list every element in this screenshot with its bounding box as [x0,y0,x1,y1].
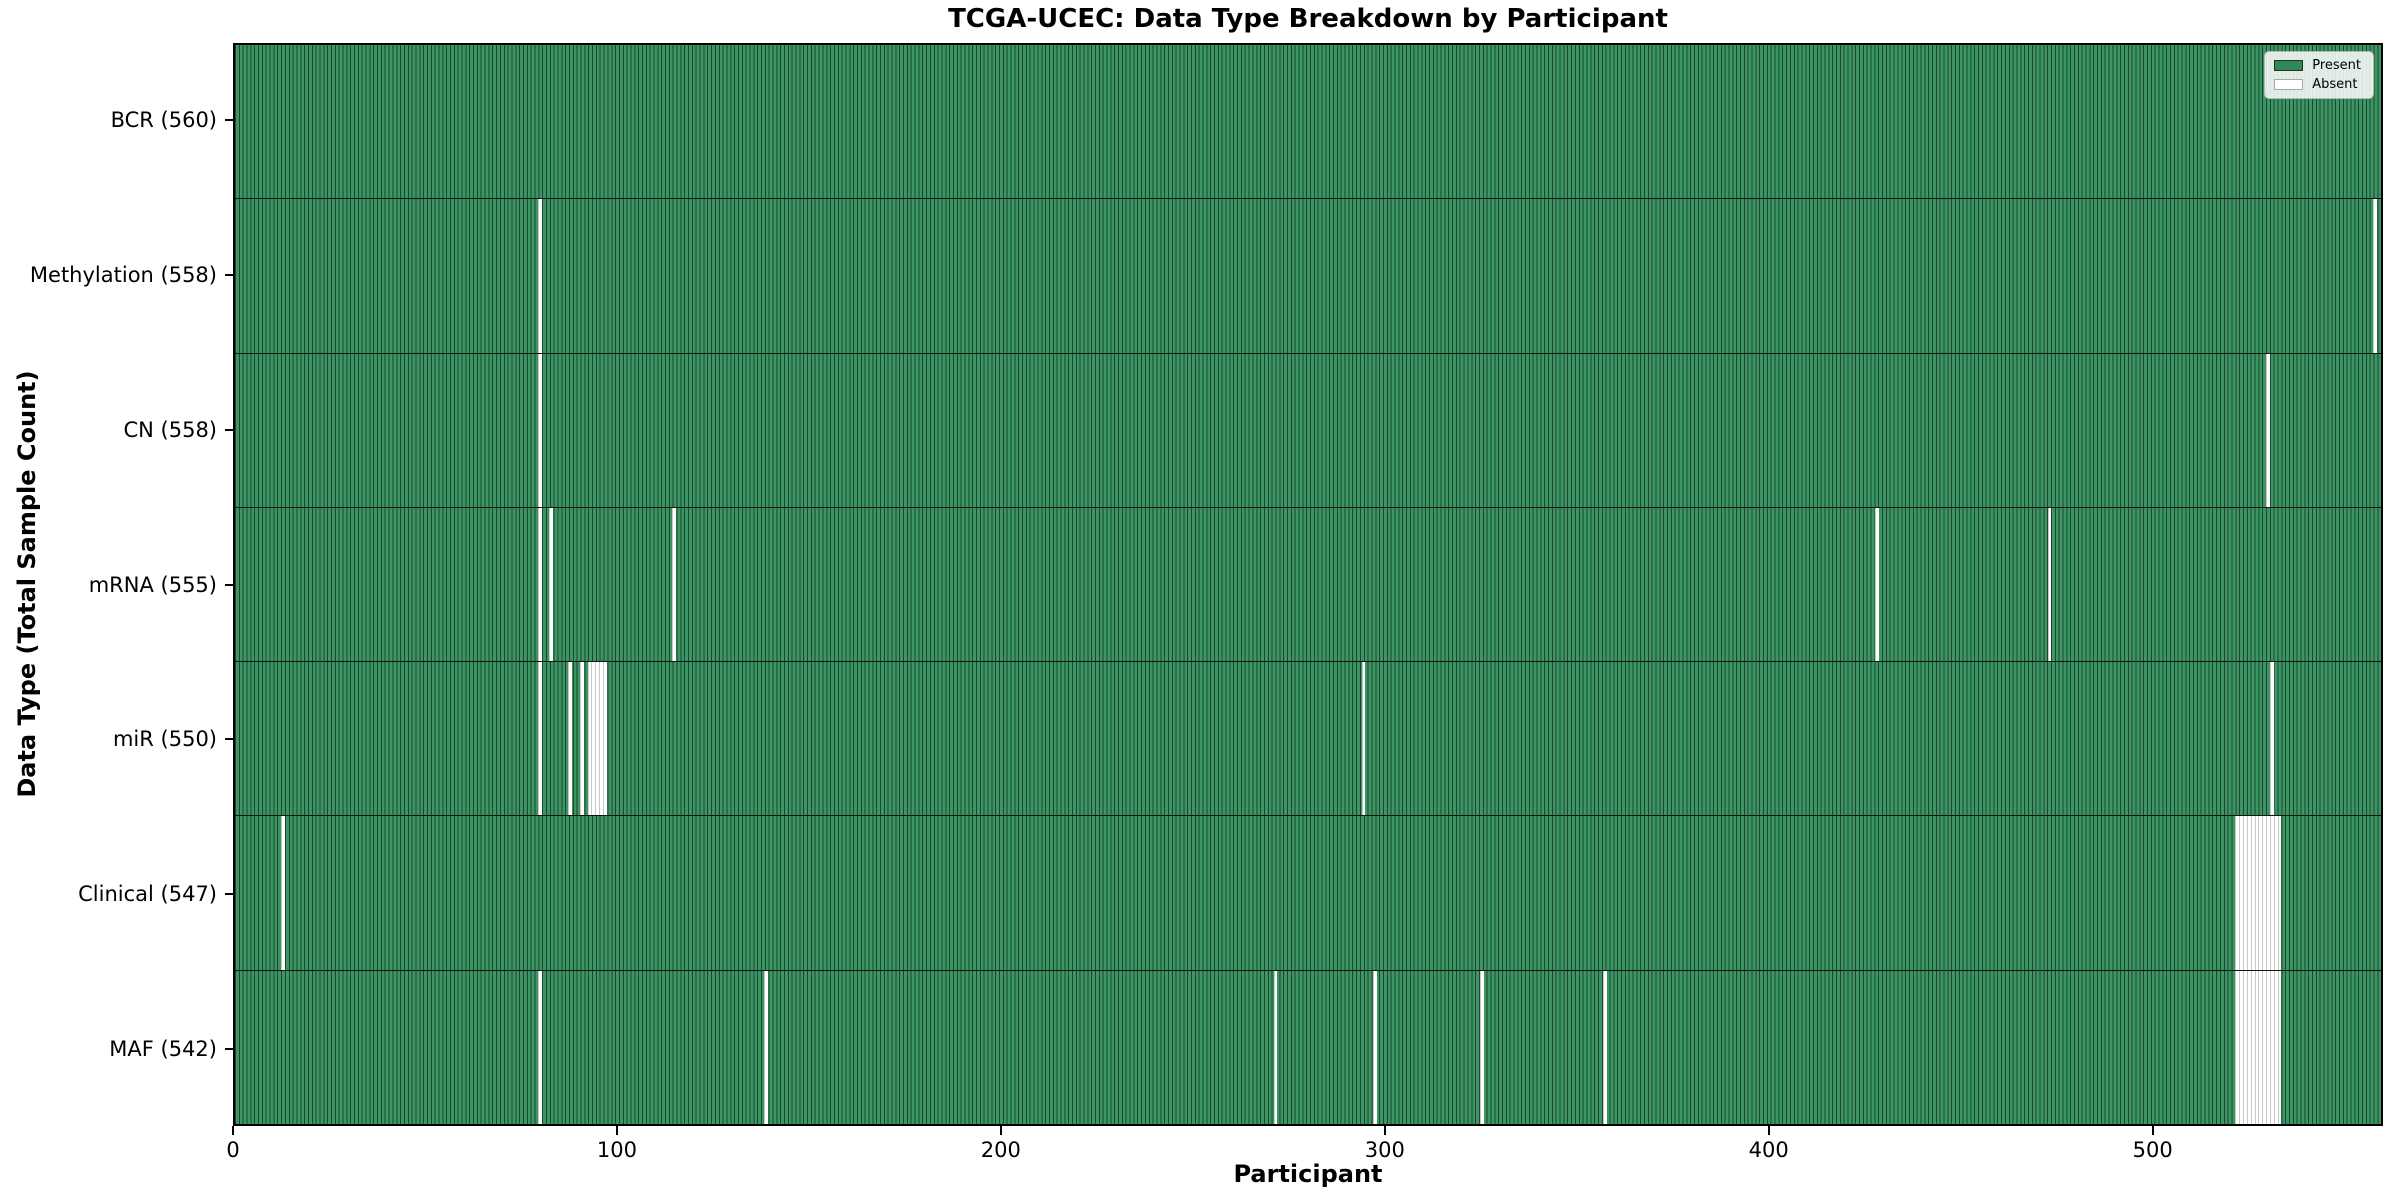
absent-stripe [2277,816,2282,970]
absent-stripe [2266,970,2270,1124]
x-tick-mark [999,1126,1002,1135]
x-tick-label: 100 [596,1138,637,1162]
x-tick-mark [2151,1126,2154,1135]
x-tick-label: 300 [1364,1138,1405,1162]
chart-title: TCGA-UCEC: Data Type Breakdown by Partic… [948,4,1668,34]
legend: Present Absent [2264,51,2374,99]
absent-stripe [1361,662,1366,816]
absent-stripe [1273,970,1278,1124]
y-tick-label: CN (558) [123,417,217,442]
absent-stripe [2262,970,2267,1124]
absent-stripe [2250,970,2255,1124]
absent-stripe [599,662,603,816]
matrix-row-maf [235,970,2381,1124]
absent-stripe [549,507,554,662]
absent-stripe [2254,816,2259,970]
absent-stripe [671,507,676,662]
x-tick-label: 500 [2132,1138,2173,1162]
absent-stripe [2239,816,2244,970]
y-axis-tick-labels: BCR (560) Methylation (558) CN (558) mRNA (… [0,43,233,1126]
legend-label-absent: Absent [2312,77,2358,92]
plot-area: Present Absent [233,43,2383,1126]
y-tick-mark [225,428,233,431]
absent-swatch-icon [2274,79,2304,90]
absent-stripe [2273,816,2278,970]
absent-stripe [2235,970,2240,1124]
absent-stripe [537,507,542,662]
matrix-row-cn [235,353,2381,508]
absent-stripe [1373,970,1377,1124]
absent-stripe [568,662,573,816]
absent-stripe [2273,970,2278,1124]
absent-stripe [2266,353,2270,507]
y-tick-label: Clinical (547) [78,881,217,906]
absent-stripe [587,662,592,816]
presence-matrix [235,45,2381,1124]
y-tick-mark [225,583,233,586]
y-tick-label: Methylation (558) [29,263,217,288]
matrix-row-methylation [235,199,2381,354]
y-tick-mark [225,1047,233,1050]
y-tick-label: MAF (542) [109,1036,217,1061]
absent-stripe [2269,662,2274,816]
y-tick-label: BCR (560) [110,108,217,133]
absent-stripe [2239,970,2244,1124]
y-axis-label: Data Type (Total Sample Count) [13,370,41,798]
absent-stripe [2243,970,2247,1124]
absent-stripe [2277,970,2282,1124]
y-tick-mark [225,119,233,122]
absent-stripe [2269,970,2274,1124]
matrix-row-mir [235,662,2381,817]
y-tick-mark [225,738,233,741]
absent-stripe [591,662,596,816]
absent-stripe [2262,816,2267,970]
absent-stripe [595,662,600,816]
legend-item-absent: Absent [2274,78,2361,91]
absent-stripe [2266,816,2270,970]
absent-stripe [1480,970,1485,1124]
absent-stripe [2254,970,2259,1124]
absent-stripe [537,662,542,816]
legend-item-present: Present [2274,59,2361,72]
x-tick-mark [615,1126,618,1135]
absent-stripe [537,199,542,353]
absent-stripe [763,970,768,1124]
x-tick-label: 0 [226,1138,240,1162]
absent-stripe [2258,816,2263,970]
y-tick-mark [225,892,233,895]
absent-stripe [2235,816,2240,970]
x-tick-label: 400 [1748,1138,1789,1162]
y-tick-mark [225,274,233,277]
absent-stripe [1603,970,1607,1124]
absent-stripe [2243,816,2247,970]
matrix-row-bcr [235,45,2381,200]
absent-stripe [2246,816,2251,970]
x-axis-label: Participant [1233,1160,1383,1188]
absent-stripe [280,816,285,970]
absent-stripe [2258,970,2263,1124]
absent-stripe [2269,816,2274,970]
present-swatch-icon [2274,60,2304,71]
y-tick-label: miR (550) [112,727,217,752]
x-tick-mark [232,1126,234,1135]
x-axis-tick-labels: 0 100 200 300 400 500 [226,1126,2383,1168]
matrix-row-clinical [235,816,2381,971]
absent-stripe [537,970,542,1124]
y-tick-label: mRNA (555) [88,572,217,597]
matrix-row-mrna [235,507,2381,663]
absent-stripe [602,662,607,816]
absent-stripe [579,662,584,816]
legend-label-present: Present [2312,58,2361,73]
absent-stripe [2047,507,2052,662]
x-tick-mark [1383,1126,1386,1135]
absent-stripe [537,353,542,507]
absent-stripe [2250,816,2255,970]
x-tick-mark [1767,1126,1770,1135]
absent-stripe [2246,970,2251,1124]
absent-stripe [1875,507,1879,662]
x-tick-label: 200 [980,1138,1021,1162]
absent-stripe [2373,199,2378,353]
